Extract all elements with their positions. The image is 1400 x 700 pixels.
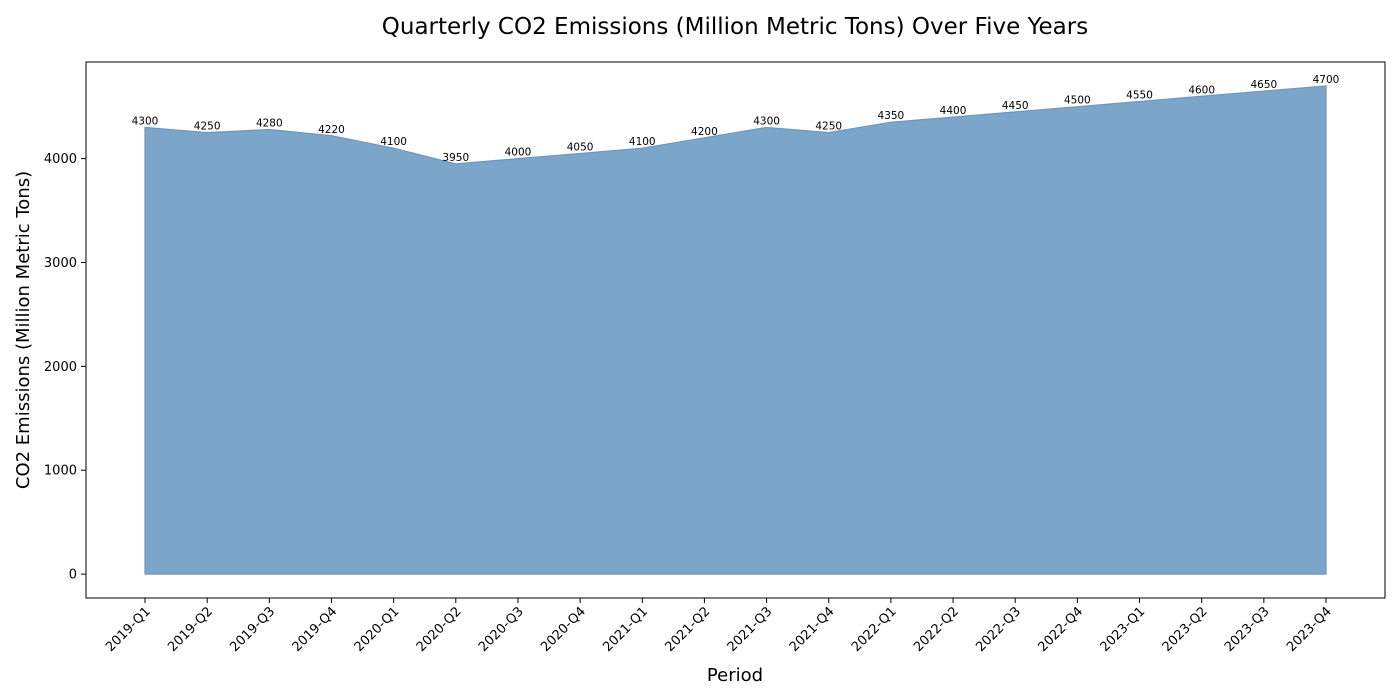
x-tick-label: 2022-Q1 (849, 604, 900, 655)
data-label: 4650 (1250, 79, 1277, 91)
x-tick-label: 2021-Q1 (600, 604, 651, 655)
y-tick-label: 2000 (44, 360, 77, 375)
area-layer (144, 85, 1327, 575)
y-axis-label: CO2 Emissions (Million Metric Tons) (13, 171, 34, 489)
data-label: 4600 (1188, 84, 1215, 96)
data-label: 4550 (1126, 89, 1153, 101)
x-tick-label: 2021-Q2 (663, 604, 714, 655)
data-labels: 4300 4250 4280 4220 4100 3950 4000 4050 4100 4200… (132, 74, 1340, 164)
y-tick-label: 4000 (44, 152, 77, 167)
data-label: 4400 (940, 105, 967, 117)
x-tick-label: 2020-Q2 (414, 604, 465, 655)
x-tick-label: 2021-Q4 (787, 604, 838, 655)
chart-title: Quarterly CO2 Emissions (Million Metric … (382, 14, 1088, 40)
y-tick-label: 3000 (44, 256, 77, 271)
data-label: 4250 (194, 121, 221, 133)
data-label: 4300 (132, 115, 159, 127)
data-label: 4300 (753, 115, 780, 127)
x-tick-label: 2019-Q2 (165, 604, 216, 655)
data-label: 3950 (442, 152, 469, 164)
x-tick-label: 2020-Q3 (476, 604, 527, 655)
x-axis-ticks: 2019-Q1 2019-Q2 2019-Q3 2019-Q4 2020-Q1 2020-… (103, 598, 1335, 655)
data-label: 4200 (691, 126, 718, 138)
area-series (144, 85, 1327, 575)
x-tick-label: 2023-Q1 (1098, 604, 1149, 655)
x-tick-label: 2020-Q4 (538, 604, 589, 655)
data-label: 4220 (318, 124, 345, 136)
plot-area-frame (85, 61, 1386, 599)
data-label: 4350 (878, 110, 905, 122)
y-tick-label: 0 (69, 568, 77, 583)
x-tick-label: 2021-Q3 (725, 604, 776, 655)
x-tick-label: 2023-Q4 (1284, 604, 1335, 655)
y-tick-label: 1000 (44, 464, 77, 479)
x-tick-label: 2020-Q1 (352, 604, 403, 655)
x-tick-label: 2019-Q4 (290, 604, 341, 655)
data-label: 4050 (567, 141, 594, 153)
data-label: 4280 (256, 118, 283, 130)
data-label: 4100 (629, 136, 656, 148)
x-tick-label: 2022-Q2 (911, 604, 962, 655)
data-label: 4500 (1064, 95, 1091, 107)
x-tick-label: 2022-Q4 (1035, 604, 1086, 655)
data-label: 4100 (380, 136, 407, 148)
data-label: 4450 (1002, 100, 1029, 112)
x-tick-label: 2019-Q3 (227, 604, 278, 655)
x-axis-label: Period (707, 665, 763, 686)
data-label: 4250 (815, 121, 842, 133)
y-axis-ticks: 0 1000 2000 3000 4000 (44, 152, 86, 583)
x-tick-label: 2023-Q2 (1160, 604, 1211, 655)
data-label: 4700 (1313, 74, 1340, 86)
x-tick-label: 2023-Q3 (1222, 604, 1273, 655)
x-tick-label: 2022-Q3 (973, 604, 1024, 655)
x-tick-label: 2019-Q1 (103, 604, 154, 655)
data-label: 4000 (505, 147, 532, 159)
